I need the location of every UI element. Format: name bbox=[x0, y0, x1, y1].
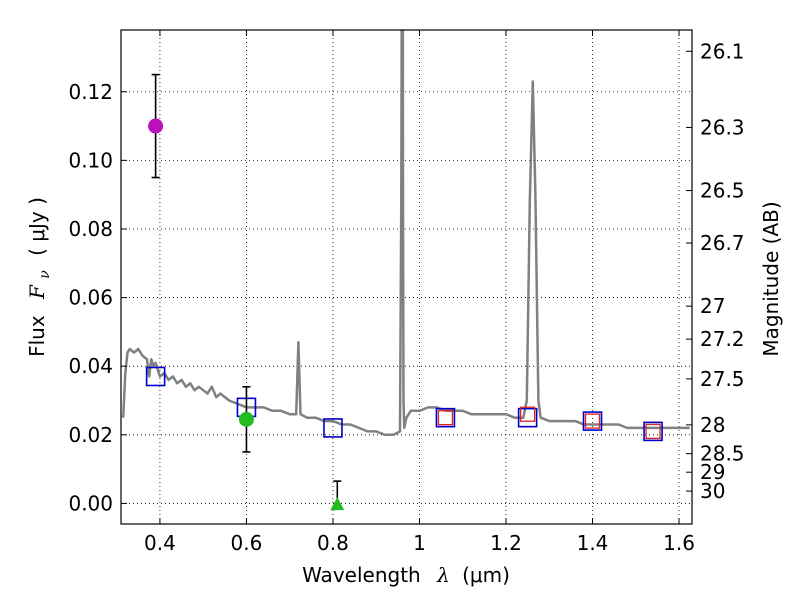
y-axis-title: Flux F ν ( μJy ) bbox=[25, 197, 54, 357]
y-tick-label: 0.06 bbox=[68, 286, 113, 310]
y2-tick-label: 27.5 bbox=[700, 367, 745, 391]
observed-photometry-square bbox=[437, 410, 454, 426]
x-axis-title-text: Wavelength bbox=[302, 563, 421, 587]
y-tick-label: 0.00 bbox=[68, 491, 113, 515]
x-tick-label: 1 bbox=[413, 531, 426, 555]
y-tick-label: 0.08 bbox=[68, 217, 113, 241]
model-photometry-square bbox=[643, 421, 663, 442]
x-tick-label: 0.4 bbox=[144, 531, 176, 555]
y2-tick-label: 29 bbox=[700, 460, 725, 484]
ticks: 0.4 0.6 0.8 1 1.2 1.4 1.6 0.00 0.02 0.04 0.06 0.08 0… bbox=[68, 30, 745, 555]
x-tick-label: 1.2 bbox=[490, 531, 522, 555]
y2-axis-title: Magnitude (AB) bbox=[759, 201, 783, 356]
x-tick-label: 0.6 bbox=[231, 531, 263, 555]
model-photometry-square bbox=[582, 411, 603, 431]
measurement-circle bbox=[148, 118, 164, 134]
y-axis-title-text: Flux bbox=[25, 315, 49, 357]
model-photometry-square bbox=[517, 407, 538, 428]
sed-model-line bbox=[121, 30, 690, 437]
y-tick-label: 0.12 bbox=[68, 80, 113, 104]
y2-tick-label: 28.5 bbox=[700, 442, 745, 466]
x-axis-title: Wavelength λ (μm) bbox=[302, 563, 510, 587]
observed-photometry-square bbox=[519, 406, 536, 422]
y-tick-label: 0.02 bbox=[68, 423, 113, 447]
y2-tick-label: 27.2 bbox=[700, 327, 745, 351]
plot-frame bbox=[120, 29, 693, 525]
y2-tick-label: 28 bbox=[700, 413, 725, 437]
observed-photometry-square bbox=[645, 423, 661, 440]
y2-tick-label: 27 bbox=[700, 294, 725, 318]
model-photometry-square bbox=[435, 407, 456, 428]
y-axis-title-subscript: ν bbox=[37, 270, 53, 279]
observed-photometry-square bbox=[584, 413, 601, 429]
y-axis-title-unit: ( μJy ) bbox=[25, 197, 49, 256]
y-tick-label: 0.04 bbox=[68, 354, 113, 378]
x-tick-label: 0.8 bbox=[317, 531, 349, 555]
x-tick-label: 1.4 bbox=[577, 531, 609, 555]
y-tick-label: 0.10 bbox=[68, 148, 113, 172]
model-photometry-square bbox=[145, 366, 166, 387]
plot-data bbox=[121, 30, 690, 511]
y2-tick-label: 26.7 bbox=[700, 231, 745, 255]
x-tick-label: 1.6 bbox=[663, 531, 695, 555]
measurement-triangle bbox=[330, 497, 345, 511]
plot-area bbox=[121, 30, 690, 511]
x-axis-title-unit: (μm) bbox=[462, 563, 510, 587]
model-photometry-square bbox=[323, 418, 343, 438]
y2-tick-label: 26.5 bbox=[700, 179, 745, 203]
x-axis-title-symbol: λ bbox=[436, 563, 450, 587]
measurement-circle bbox=[238, 411, 254, 427]
y-axis-title-symbol: F bbox=[25, 284, 49, 300]
y2-tick-label: 26.3 bbox=[700, 115, 745, 139]
y2-tick-label: 30 bbox=[700, 479, 725, 503]
y2-tick-label: 26.1 bbox=[700, 39, 745, 63]
